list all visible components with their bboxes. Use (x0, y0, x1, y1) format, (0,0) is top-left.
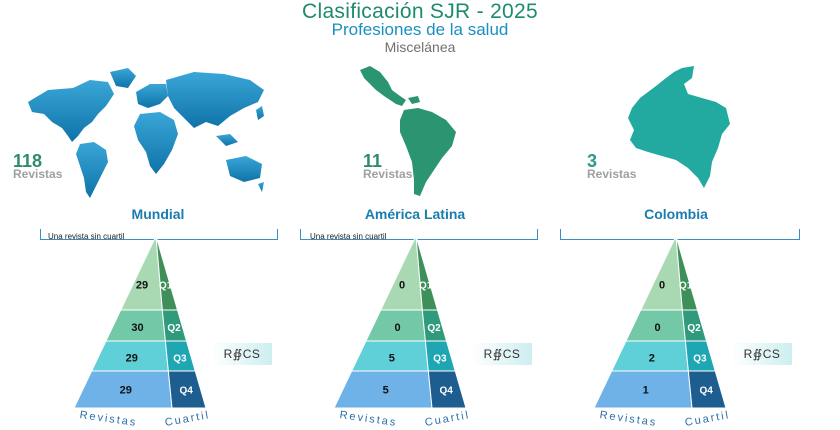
quartile-label: Q3 (693, 354, 707, 365)
journals-axis-label: Revistas (599, 409, 658, 429)
quartile-label: Q4 (700, 386, 714, 397)
quartile-value: 0 (659, 279, 665, 291)
quartile-value: 30 (131, 322, 143, 334)
quartile-label: Q2 (687, 323, 701, 334)
region-name: Mundial (131, 206, 185, 222)
world-map-icon (28, 68, 264, 198)
quartile-label: Q2 (167, 323, 181, 334)
journal-count-label: Revistas (587, 167, 637, 181)
panel-mundial: 118 Revistas Mundial Una revista sin cua… (0, 0, 280, 430)
quartile-axis-label: Cuartil (424, 409, 471, 429)
quartile-label: Q4 (180, 386, 194, 397)
tier-q1-front (638, 236, 684, 314)
quartile-label: Q3 (173, 354, 187, 365)
quartile-value: 0 (654, 322, 660, 334)
journal-count-label: Revistas (363, 167, 413, 181)
quartile-label: Q1 (419, 280, 433, 291)
rcs-logo: R∯CS (212, 343, 272, 365)
quartile-value: 29 (120, 385, 132, 397)
journals-axis-label: Revistas (339, 409, 398, 429)
quartile-label: Q2 (427, 323, 441, 334)
journal-count-label: Revistas (13, 167, 63, 181)
region-bracket (560, 229, 800, 240)
tier-q4-side (687, 370, 727, 409)
quartile-value: 29 (136, 279, 148, 291)
colombia-map-icon (628, 66, 730, 188)
quartile-label: Q4 (440, 386, 454, 397)
region-bracket (300, 229, 538, 240)
quartile-label: Q3 (433, 354, 447, 365)
tier-q1-front (378, 236, 424, 314)
rcs-logo: R∯CS (732, 343, 792, 365)
tier-q1-front (118, 236, 164, 314)
panel-colombia: 3 Revistas Colombia 0 Q1 0 Q2 2 Q3 1 Q4 Revistas… (560, 0, 840, 430)
quartile-value: 1 (643, 385, 649, 397)
region-bracket (40, 229, 278, 240)
journal-count: 3 (587, 151, 598, 171)
quartile-label: Q1 (159, 280, 173, 291)
tier-q4-side (167, 370, 207, 409)
unclassified-note: Una revista sin cuartil (48, 232, 125, 241)
quartile-value: 0 (399, 279, 405, 291)
region-name: Colombia (644, 206, 708, 222)
quartile-value: 5 (383, 385, 389, 397)
quartile-value: 29 (126, 353, 138, 365)
quartile-pyramid: 0 Q1 0 Q2 5 Q3 5 Q4 Revistas Cuartil (333, 236, 471, 429)
latin-america-map-icon (360, 66, 456, 196)
journals-axis-label: Revistas (79, 409, 138, 429)
page-category: Miscelánea (384, 39, 456, 55)
rcs-logo: R∯CS (472, 343, 532, 365)
quartile-value: 5 (389, 353, 395, 365)
quartile-label: Q1 (679, 280, 693, 291)
tier-q4-side (427, 370, 467, 409)
quartile-axis-label: Cuartil (164, 409, 211, 429)
quartile-value: 2 (649, 353, 655, 365)
journal-count: 11 (363, 151, 383, 171)
quartile-pyramid: 29 Q1 30 Q2 29 Q3 29 Q4 Revistas Cuartil (73, 236, 211, 429)
page-subtitle: Profesiones de la salud (331, 20, 509, 39)
quartile-pyramid: 0 Q1 0 Q2 2 Q3 1 Q4 Revistas Cuartil (593, 236, 731, 429)
quartile-value: 0 (394, 322, 400, 334)
page-title: Clasificación SJR - 2025 (302, 0, 538, 23)
region-name: América Latina (364, 206, 466, 222)
journal-count: 118 (13, 151, 43, 171)
quartile-axis-label: Cuartil (684, 409, 731, 429)
panel-america-latina: 11 Revistas América Latina Una revista s… (280, 0, 560, 430)
unclassified-note: Una revista sin cuartil (310, 232, 387, 241)
